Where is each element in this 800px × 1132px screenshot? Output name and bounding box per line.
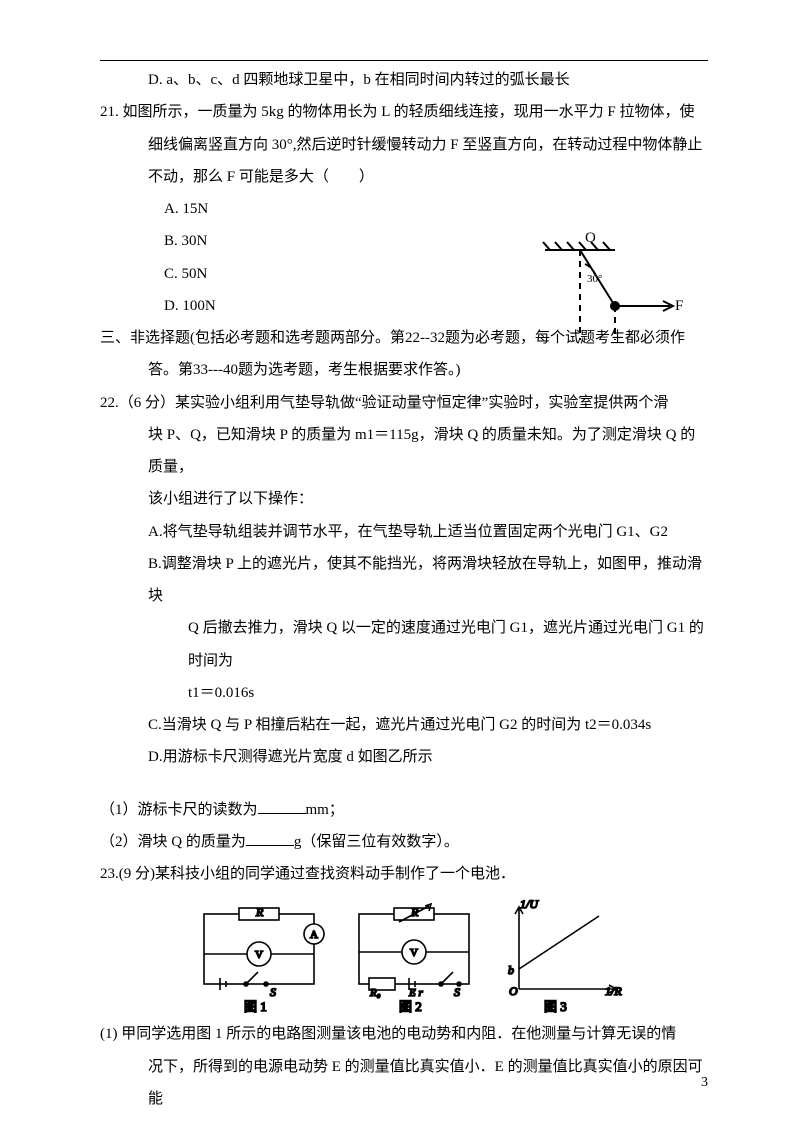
q22-answer2-blank[interactable] xyxy=(246,828,294,846)
q22-step-d: D.用游标卡尺测得遮光片宽度 d 如图乙所示 xyxy=(100,741,708,773)
fig3-yaxis: 1/U xyxy=(520,897,539,911)
q22-step-b-line3: t1＝0.016s xyxy=(100,677,708,709)
page-number: 3 xyxy=(701,1068,708,1098)
q21-option-a: A. 15N xyxy=(100,193,708,225)
fig2-label: 图 2 xyxy=(399,999,422,1014)
q23-stem: 23.(9 分)某科技小组的同学通过查找资料动手制作了一个电池． xyxy=(100,858,708,890)
q20-option-d: D. a、b、c、d 四颗地球卫星中，b 在相同时间内转过的弧长最长 xyxy=(100,64,708,96)
q23-part1-line2: 况下，所得到的电源电动势 E 的测量值比真实值小．E 的测量值比真实值小的原因可… xyxy=(100,1051,708,1116)
q22-step-b-line2: Q 后撤去推力，滑块 Q 以一定的速度通过光电门 G1，遮光片通过光电门 G1 … xyxy=(100,612,708,677)
fig2-Er: E r xyxy=(408,987,423,999)
fig3-label: 图 3 xyxy=(544,999,567,1014)
section3-line2: 答。第33---40题为选考题，考生根据要求作答。) xyxy=(100,354,708,386)
fig2-R: R xyxy=(410,905,419,919)
q22-step-a: A.将气垫导轨组装并调节水平，在气垫导轨上适当位置固定两个光电门 G1、G2 xyxy=(100,516,708,548)
q22-answer2: （2）滑块 Q 的质量为 g（保留三位有效数字）。 xyxy=(100,826,708,858)
q22-stem-line2: 块 P、Q，已知滑块 P 的质量为 m1＝115g，滑块 Q 的质量未知。为了测… xyxy=(100,419,708,484)
fig1-R: R xyxy=(255,905,264,919)
q22-answer2-text-b: g（保留三位有效数字）。 xyxy=(294,834,459,850)
fig3-b: b xyxy=(508,963,514,977)
q21-stem-line3: 不动，那么 F 可能是多大（ ） xyxy=(100,161,708,193)
q21-stem-line1: 21. 如图所示，一质量为 5kg 的物体用长为 L 的轻质细线连接，现用一水平… xyxy=(100,96,708,128)
fig3-xaxis: 1/R xyxy=(605,984,622,998)
q23-figures: R V A S 图 1 xyxy=(184,896,624,1016)
exam-page: D. a、b、c、d 四颗地球卫星中，b 在相同时间内转过的弧长最长 21. 如… xyxy=(0,0,800,1132)
q22-answer1-text-b: mm； xyxy=(306,802,344,818)
fig1-A: A xyxy=(310,929,318,941)
label-O: O xyxy=(585,230,596,246)
q22-step-c: C.当滑块 Q 与 P 相撞后粘在一起，遮光片通过光电门 G2 的时间为 t2＝… xyxy=(100,709,708,741)
q21-stem-line2: 细线偏离竖直方向 30°,然后逆时针缓慢转动力 F 至竖直方向，在转动过程中物体… xyxy=(100,129,708,161)
label-F: F xyxy=(675,298,683,314)
fig1-label: 图 1 xyxy=(244,999,267,1014)
label-angle: 30° xyxy=(587,273,602,285)
fig1-S: S xyxy=(270,985,276,999)
fig3-O: O xyxy=(509,984,518,998)
fig2-R0: R₀ xyxy=(369,987,381,999)
q22-answer1-text-a: （1）游标卡尺的读数为 xyxy=(100,802,258,818)
q22-answer2-text-a: （2）滑块 Q 的质量为 xyxy=(100,834,246,850)
top-rule xyxy=(100,60,708,61)
q22-stem-line1: 22.（6 分）某实验小组利用气垫导轨做“验证动量守恒定律”实验时，实验室提供两… xyxy=(100,387,708,419)
q22-step-b-line1: B.调整滑块 P 上的遮光片，使其不能挡光，将两滑块轻放在导轨上，如图甲，推动滑… xyxy=(100,548,708,613)
fig1-V: V xyxy=(255,949,263,961)
spacer xyxy=(100,774,708,794)
q22-answer1: （1）游标卡尺的读数为 mm； xyxy=(100,794,708,826)
q23-part1-line1: (1) 甲同学选用图 1 所示的电路图测量该电池的电动势和内阻．在他测量与计算无… xyxy=(100,1018,708,1050)
q21-figure: O F 30° xyxy=(515,230,685,350)
fig2-V: V xyxy=(410,947,418,959)
fig2-S: S xyxy=(454,985,460,999)
q22-stem-line3: 该小组进行了以下操作： xyxy=(100,483,708,515)
q22-answer1-blank[interactable] xyxy=(258,796,306,814)
